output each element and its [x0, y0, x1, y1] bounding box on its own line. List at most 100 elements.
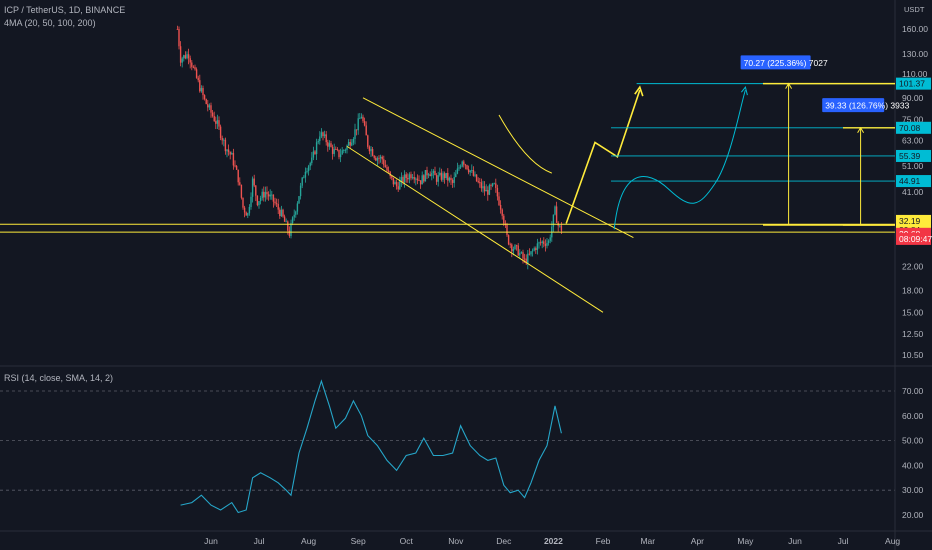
- candle-body: [408, 174, 411, 180]
- candle-body: [533, 248, 535, 251]
- candle: [352, 137, 355, 146]
- candle-body: [378, 158, 380, 159]
- candle-body: [514, 245, 516, 250]
- candle: [243, 205, 246, 218]
- candle-body: [247, 213, 249, 216]
- price-label-7: 08:09:47: [899, 234, 932, 244]
- candle: [240, 184, 243, 200]
- candle: [387, 166, 390, 173]
- candle: [431, 168, 433, 181]
- candle-body: [549, 237, 551, 241]
- candle: [378, 155, 380, 164]
- candle-body: [226, 149, 228, 152]
- candle-body: [287, 221, 289, 231]
- candle-body: [311, 157, 313, 164]
- candle-body: [307, 166, 310, 172]
- candle: [304, 167, 307, 183]
- candle-body: [413, 177, 415, 180]
- candle: [323, 130, 326, 139]
- candle: [559, 225, 561, 228]
- price-tick-label-0: 160.00: [902, 24, 928, 34]
- price-tick-label-12: 10.50: [902, 350, 924, 360]
- candle-body: [464, 164, 467, 166]
- candle-body: [264, 191, 267, 198]
- candle: [317, 138, 319, 145]
- candle: [467, 165, 470, 175]
- candle: [183, 54, 185, 62]
- candle: [267, 191, 270, 201]
- candle-body: [195, 69, 198, 78]
- rsi-tick-label-0: 70.00: [902, 386, 924, 396]
- candle-body: [370, 149, 372, 152]
- candle: [218, 116, 220, 130]
- candle: [539, 237, 542, 246]
- candle-body: [266, 191, 268, 195]
- candle: [413, 171, 415, 184]
- price-label-0: 101.37: [899, 79, 925, 89]
- candle-body: [560, 225, 563, 231]
- candle: [443, 171, 446, 184]
- measure-arrow-head-icon-0: [785, 82, 793, 89]
- candle: [207, 100, 209, 112]
- candle: [482, 180, 484, 193]
- candle-body: [541, 241, 543, 244]
- candle: [410, 171, 412, 181]
- candle: [186, 51, 188, 60]
- channel-upper-line: [362, 97, 634, 239]
- candle: [184, 51, 187, 60]
- candle: [525, 254, 527, 266]
- candle: [307, 164, 310, 176]
- candle: [375, 155, 377, 162]
- candle: [485, 184, 487, 192]
- candle: [451, 178, 454, 188]
- candle: [202, 85, 204, 100]
- candle-body: [488, 185, 491, 195]
- candle: [552, 214, 555, 232]
- candle: [429, 171, 431, 177]
- candle: [357, 113, 359, 135]
- candle: [461, 160, 463, 168]
- candle-body: [426, 170, 428, 176]
- price-label-box-3: [896, 175, 931, 188]
- candle: [469, 170, 471, 176]
- candle: [520, 251, 523, 255]
- candle: [178, 26, 180, 50]
- candle: [474, 171, 476, 178]
- candle-body: [234, 165, 236, 167]
- candle: [231, 151, 233, 155]
- candle-body: [191, 62, 193, 67]
- candle: [506, 222, 508, 237]
- candle: [509, 242, 511, 249]
- candle: [221, 135, 223, 145]
- candle-body: [490, 185, 492, 186]
- candle: [459, 164, 462, 169]
- candle: [440, 168, 443, 182]
- candle-body: [338, 149, 340, 158]
- candle-body: [290, 223, 292, 236]
- candle-body: [323, 134, 326, 137]
- candle-body: [480, 182, 483, 189]
- candle: [371, 146, 374, 157]
- candle-body: [523, 258, 526, 260]
- candle-body: [394, 182, 396, 185]
- candle-body: [240, 184, 243, 198]
- candle: [384, 160, 387, 168]
- candle: [275, 198, 278, 208]
- price-label-1: 70.08: [899, 123, 921, 133]
- candle-body: [328, 143, 331, 147]
- candle-body: [346, 145, 348, 150]
- price-tick-label-4: 75.00: [902, 115, 924, 125]
- candle-body: [386, 167, 388, 171]
- candle-body: [216, 120, 219, 124]
- candle: [283, 214, 286, 222]
- candle: [234, 160, 236, 168]
- candle-body: [437, 175, 439, 182]
- candle: [224, 137, 227, 155]
- rsi-pane[interactable]: [0, 379, 895, 514]
- candle-body: [450, 177, 452, 180]
- projected-arrow-icon: [634, 85, 644, 97]
- candle-body: [312, 151, 315, 158]
- candle-body: [447, 172, 449, 181]
